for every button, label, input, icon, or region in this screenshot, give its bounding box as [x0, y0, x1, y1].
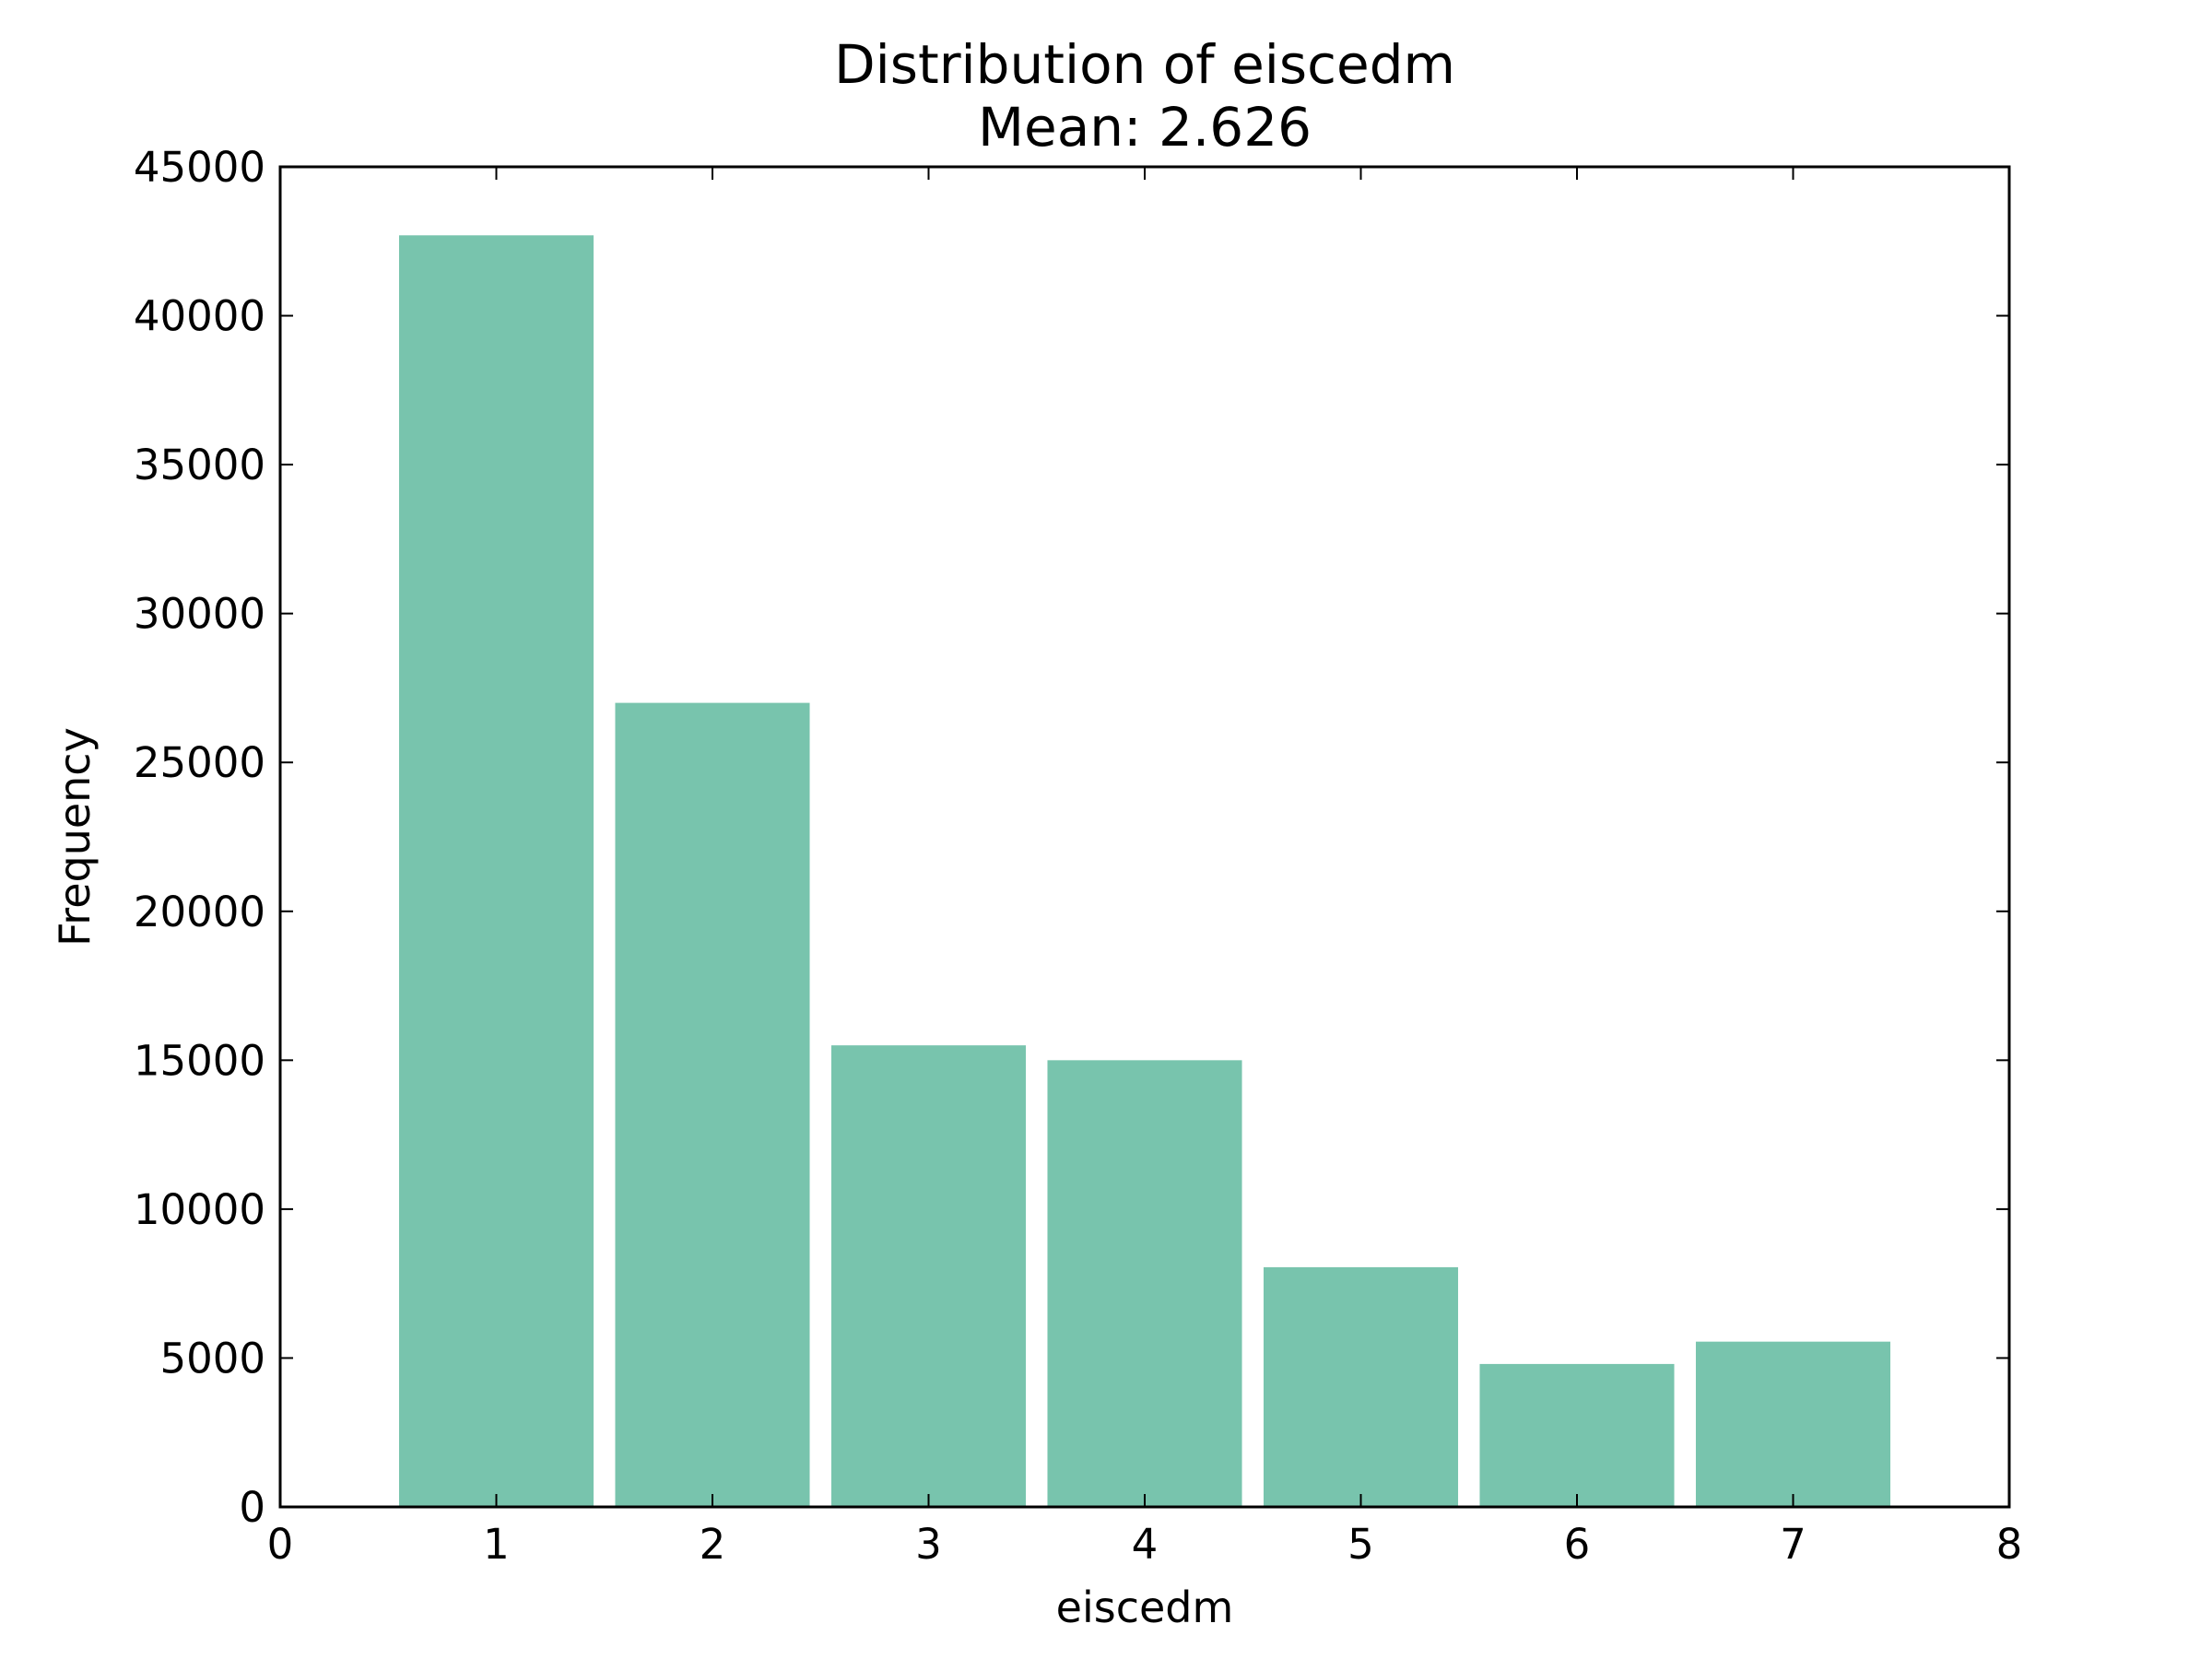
x-tick-label: 0 — [267, 1520, 294, 1569]
y-tick-label: 30000 — [134, 590, 265, 639]
bar-1 — [398, 235, 594, 1507]
y-axis-label: Frequency — [50, 727, 100, 947]
y-tick-label: 0 — [239, 1483, 265, 1532]
x-tick-label: 3 — [915, 1520, 942, 1569]
x-tick-label: 5 — [1347, 1520, 1374, 1569]
y-tick-label: 25000 — [134, 738, 265, 787]
y-tick-label: 45000 — [134, 143, 265, 192]
x-tick-label: 7 — [1780, 1520, 1806, 1569]
x-tick-label: 6 — [1564, 1520, 1591, 1569]
x-tick-label: 8 — [1996, 1520, 2023, 1569]
bar-5 — [1263, 1266, 1459, 1507]
y-tick-label: 10000 — [134, 1185, 265, 1234]
y-tick-label: 35000 — [134, 441, 265, 489]
chart-title: Distribution of eiscedm — [834, 33, 1455, 96]
bar-6 — [1479, 1363, 1675, 1507]
y-tick-label: 40000 — [134, 292, 265, 341]
bar-3 — [830, 1045, 1027, 1507]
bar-7 — [1695, 1341, 1891, 1507]
bars — [398, 235, 1891, 1507]
ticks: 0 1 2 3 4 5 6 7 8 0 5000 10000 15000 20000 25000 30000 3… — [134, 143, 2022, 1569]
y-tick-label: 15000 — [134, 1036, 265, 1085]
bar-2 — [615, 702, 810, 1507]
x-axis-label: eiscedm — [1056, 1583, 1234, 1632]
chart-subtitle: Mean: 2.626 — [978, 96, 1312, 159]
y-tick-label: 5000 — [159, 1334, 265, 1382]
bar-4 — [1047, 1060, 1242, 1507]
x-tick-label: 2 — [700, 1520, 726, 1569]
x-tick-label: 1 — [483, 1520, 510, 1569]
y-tick-label: 20000 — [134, 888, 265, 936]
x-tick-label: 4 — [1132, 1520, 1159, 1569]
